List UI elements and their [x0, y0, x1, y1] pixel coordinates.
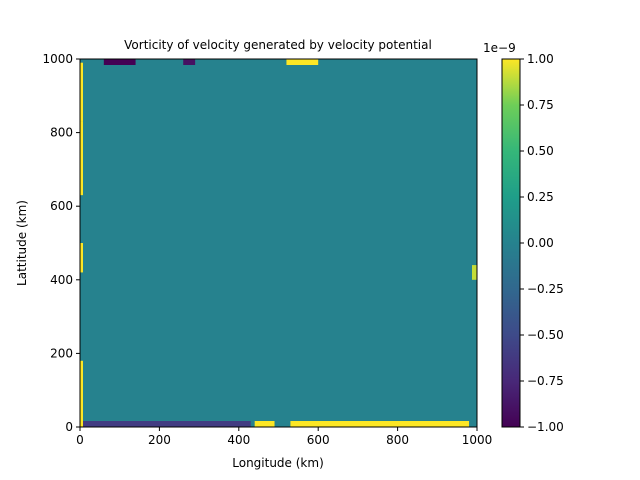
- heatmap-field: [80, 59, 477, 427]
- colorbar-tick-label: 1.00: [527, 52, 554, 66]
- colorbar-tick-label: −0.75: [527, 374, 564, 388]
- y-tick-label: 1000: [42, 52, 73, 66]
- colorbar-tick-label: −1.00: [527, 420, 564, 434]
- colorbar-tick-label: −0.50: [527, 328, 564, 342]
- x-axis: 0 200 400 600 800 1000: [76, 427, 492, 447]
- heatmap-boundary-cell: [290, 421, 470, 427]
- heatmap-boundary-cell: [80, 121, 83, 196]
- chart-title: Vorticity of velocity generated by veloc…: [124, 38, 432, 52]
- colorbar-tick-label: 0.50: [527, 144, 554, 158]
- x-tick-label: 800: [386, 433, 409, 447]
- heatmap: [80, 59, 477, 427]
- y-axis-label: Lattitude (km): [15, 200, 29, 286]
- x-tick-label: 600: [307, 433, 330, 447]
- y-tick-label: 600: [50, 199, 73, 213]
- plot-frame: [79, 58, 478, 428]
- colorbar-tick-label: 0.00: [527, 236, 554, 250]
- heatmap-boundary-cell: [103, 59, 136, 65]
- heatmap-boundary-cell: [80, 243, 83, 273]
- y-tick-label: 800: [50, 126, 73, 140]
- colorbar-tick-label: −0.25: [527, 282, 564, 296]
- x-axis-label: Longitude (km): [232, 456, 324, 470]
- x-tick-label: 1000: [462, 433, 493, 447]
- colorbar-tick-label: 0.75: [527, 98, 554, 112]
- colorbar-offset-label: 1e−9: [483, 41, 516, 55]
- heatmap-boundary-cell: [472, 265, 477, 280]
- y-tick-label: 200: [50, 346, 73, 360]
- x-tick-label: 0: [76, 433, 84, 447]
- y-axis: 0 200 400 600 800 1000: [42, 52, 80, 434]
- heatmap-boundary-cell: [254, 421, 275, 427]
- x-tick-label: 200: [148, 433, 171, 447]
- heatmap-boundary-cell: [80, 360, 83, 427]
- x-tick-label: 400: [227, 433, 250, 447]
- heatmap-boundary-cell: [80, 62, 83, 122]
- y-tick-label: 400: [50, 273, 73, 287]
- colorbar-tick-label: 0.25: [527, 190, 554, 204]
- heatmap-boundary-cell: [286, 59, 319, 65]
- heatmap-boundary-cell: [80, 421, 251, 427]
- colorbar-ticks: −1.00 −0.75 −0.50 −0.25 0.00 0.25 0.50 0.75 1.00: [520, 52, 564, 434]
- heatmap-boundary-cell: [183, 59, 196, 65]
- y-tick-label: 0: [65, 420, 73, 434]
- colorbar: [501, 58, 521, 428]
